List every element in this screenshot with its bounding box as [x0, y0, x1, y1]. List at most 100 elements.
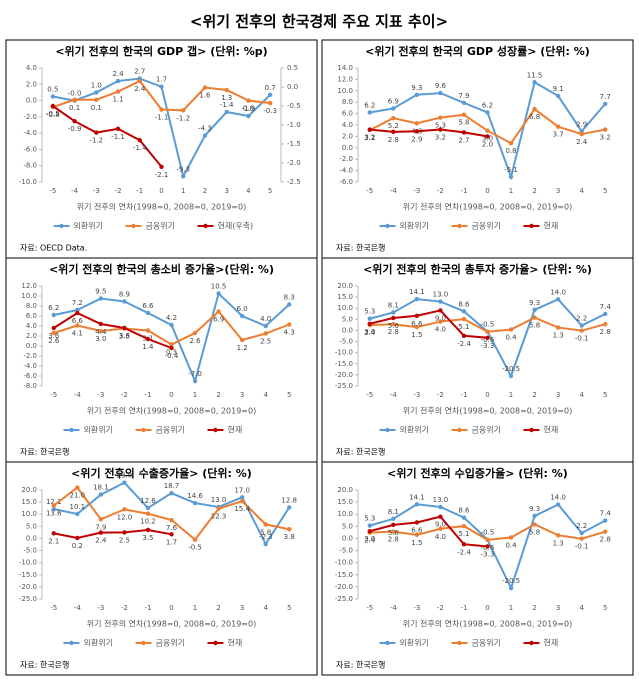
data-label: 1.3 [553, 539, 564, 547]
point [145, 310, 151, 316]
y2-tick-label: -1.0 [287, 121, 301, 129]
data-label: -1.2 [89, 137, 103, 145]
data-label: 8.6 [458, 300, 470, 308]
point [461, 515, 467, 520]
data-label: 6.2 [48, 304, 59, 312]
x-tick-label: 2 [216, 604, 220, 612]
legend-marker [213, 427, 218, 433]
legend-marker [457, 223, 462, 229]
point [239, 337, 245, 343]
y-tick-label: 5.0 [26, 522, 37, 530]
y-tick-label: -2.0 [23, 352, 37, 360]
point [216, 291, 221, 296]
point [391, 315, 396, 321]
y-tick-label: 20.0 [337, 282, 353, 290]
data-label: 12.3 [211, 513, 227, 521]
data-label: -20.5 [502, 365, 520, 373]
point [98, 328, 104, 334]
point [414, 324, 420, 330]
data-label: 1.0 [91, 81, 102, 89]
point [145, 511, 151, 516]
point [75, 485, 80, 490]
data-label: 5.1 [458, 530, 469, 538]
data-label: 7.9 [458, 92, 469, 100]
x-tick-label: -4 [74, 391, 82, 399]
data-label: 2.7 [134, 68, 145, 76]
x-tick-label: 3 [556, 604, 560, 612]
legend-label: 금융위기 [156, 639, 185, 648]
point [367, 316, 372, 321]
y-tick-label: 4.0 [342, 121, 353, 129]
x-tick-label: 2 [216, 391, 220, 399]
x-tick-label: 0 [169, 391, 173, 399]
point [555, 93, 561, 99]
point [122, 325, 127, 331]
chart-panel: <위기 전후의 한국의 총소비 증가율>(단위: %)12.010.08.06.… [5, 257, 318, 463]
y-tick-label: -10.0 [335, 559, 353, 567]
x-tick-label: -1 [460, 604, 467, 612]
legend-label: 현재 [544, 639, 559, 648]
data-label: 2.4 [134, 85, 146, 93]
x-tick-label: 0 [169, 604, 173, 612]
data-label: 2.0 [482, 140, 493, 148]
point [367, 528, 372, 534]
x-tick-label: -1 [144, 604, 151, 612]
x-tick-label: 1 [193, 604, 197, 612]
data-label: 1.3 [553, 332, 564, 340]
y-tick-label: -4.0 [23, 129, 37, 137]
x-tick-label: 5 [287, 391, 291, 399]
x-tick-label: 5 [603, 604, 607, 612]
x-tick-label: -2 [437, 604, 444, 612]
chart-title: <위기 전후의 한국의 총투자 증가율> (단위: %) [363, 262, 592, 276]
point [51, 531, 56, 536]
data-label: 3.0 [364, 328, 375, 336]
y2-tick-label: -2.0 [287, 159, 301, 167]
x-tick-label: 1 [193, 391, 197, 399]
data-label: 4.1 [72, 330, 83, 338]
legend-label: 외환위기 [400, 638, 429, 648]
y-tick-label: -6.0 [23, 145, 37, 153]
data-label: 1.5 [411, 539, 422, 547]
data-label: -9.3 [176, 165, 190, 173]
data-label: 6.6 [411, 320, 423, 328]
point [122, 299, 127, 304]
y-tick-label: -5.0 [339, 547, 353, 555]
x-axis-title: 위기 전후의 연차(1998=0, 2008=0, 2019=0) [403, 619, 572, 629]
data-label: 2.8 [600, 328, 611, 336]
data-label: 2.7 [458, 136, 469, 144]
legend-marker [69, 640, 74, 646]
data-label: 7.4 [600, 510, 612, 518]
legend-label: 금융위기 [472, 639, 501, 648]
y-tick-label: 10.0 [337, 304, 353, 312]
y-tick-label: 0.0 [26, 534, 37, 542]
legend-label: 금융위기 [146, 222, 175, 231]
y-tick-label: 2.0 [26, 332, 37, 340]
point [263, 331, 268, 336]
point [267, 92, 273, 98]
y2-tick-label: -0.5 [287, 102, 301, 110]
data-label: 4.2 [166, 314, 177, 322]
source-note: 자료: 한국은행 [20, 660, 69, 670]
y-tick-label: -20.0 [19, 583, 37, 591]
point [51, 503, 56, 508]
y-tick-label: 20.0 [21, 486, 37, 494]
point [532, 315, 537, 320]
series-line [53, 311, 172, 349]
point [192, 330, 198, 336]
point [75, 511, 80, 517]
legend-label: 현재(우축) [218, 222, 254, 231]
point [239, 495, 245, 500]
data-label: 13.0 [433, 496, 449, 504]
point [438, 299, 443, 304]
data-label: 10.5 [211, 283, 227, 291]
y-tick-label: -4.0 [339, 167, 353, 175]
data-label: -0.5 [481, 529, 495, 537]
point [169, 342, 174, 347]
point [51, 506, 56, 512]
y-tick-label: -15.0 [19, 571, 37, 579]
chart-title: <위기 전후의 한국의 총소비 증가율>(단위: %) [49, 262, 274, 276]
data-label: 6.2 [364, 101, 375, 109]
point [98, 492, 104, 497]
series-line [52, 105, 163, 168]
x-tick-label: -4 [74, 604, 82, 612]
